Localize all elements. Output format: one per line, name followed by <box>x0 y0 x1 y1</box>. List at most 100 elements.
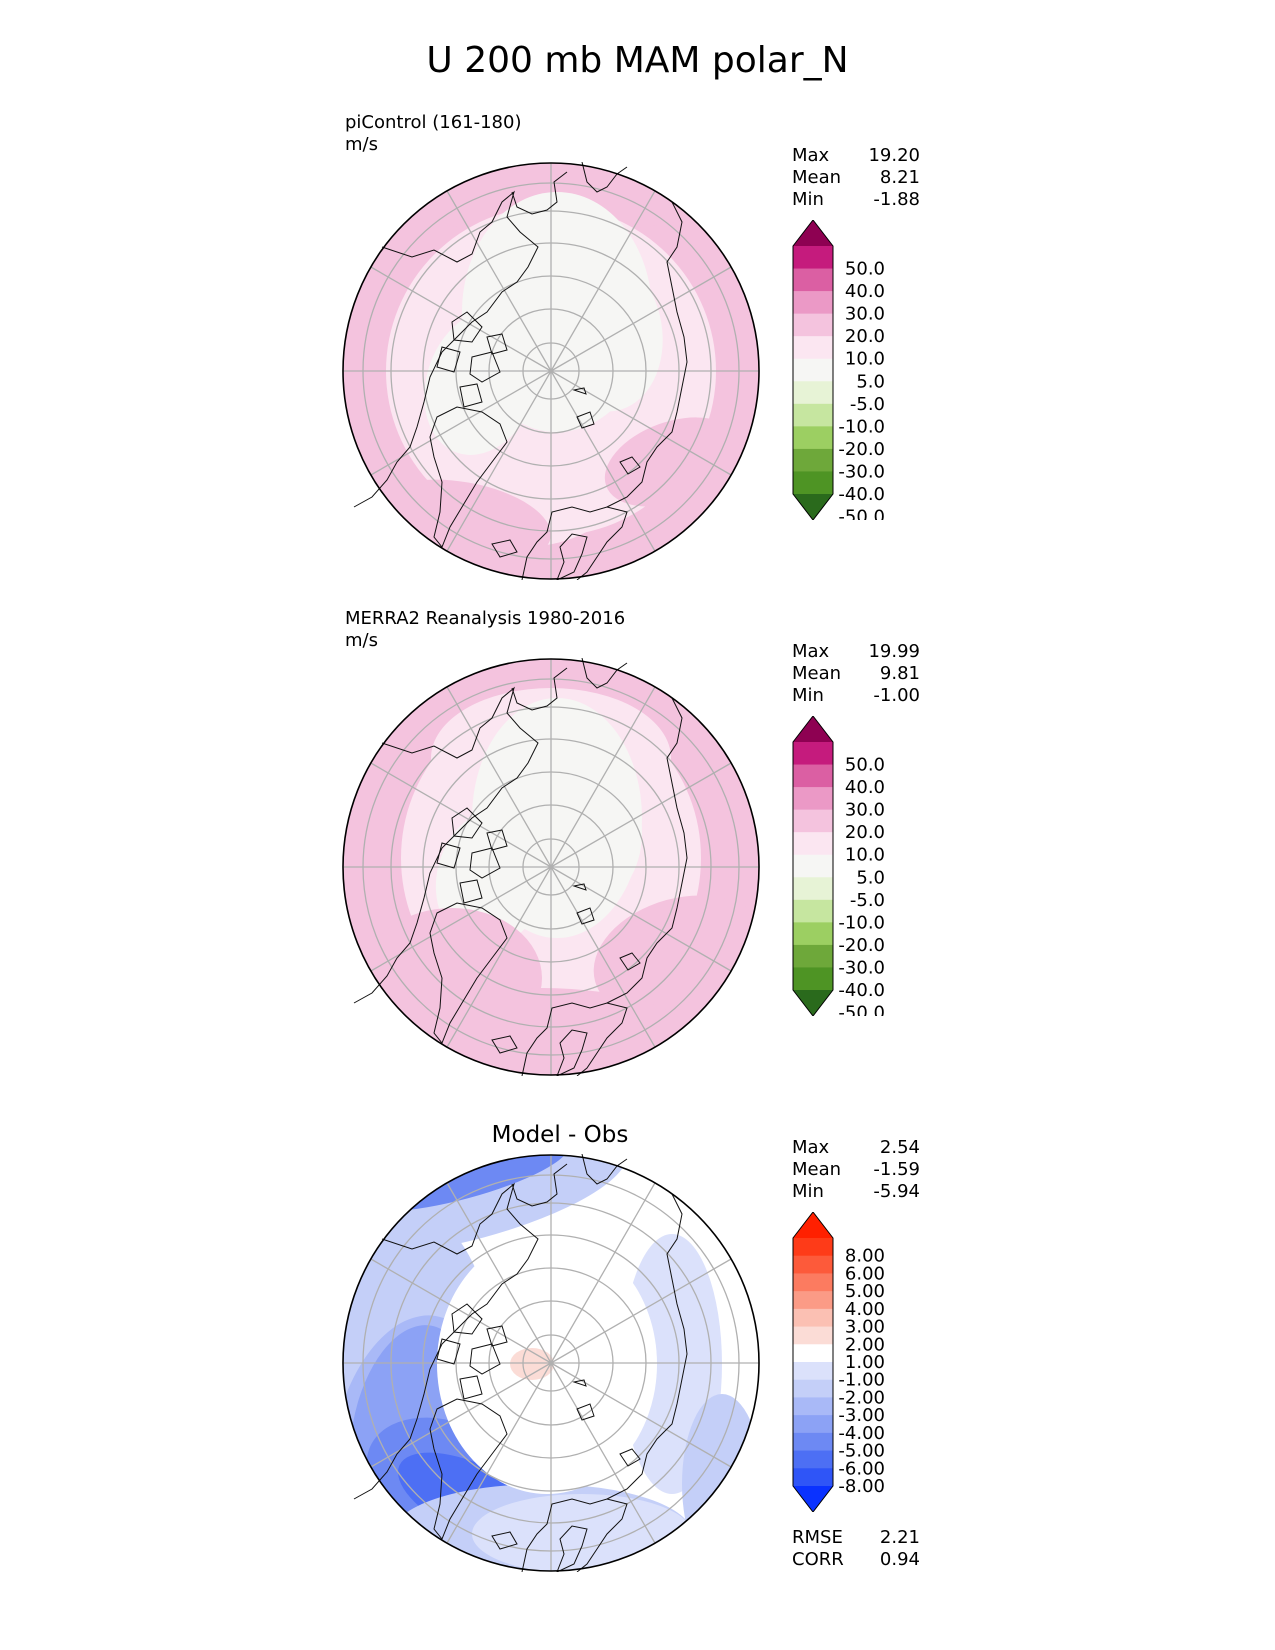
coastline <box>556 533 588 580</box>
colorbar-tick-label: 3.00 <box>845 1317 885 1338</box>
colorbar-bin <box>793 899 833 923</box>
colorbar-tick-label: -3.00 <box>838 1405 885 1426</box>
colorbar-tick-label: 40.0 <box>845 777 885 798</box>
mean-label: Mean <box>792 663 842 684</box>
coastlines <box>353 1154 688 1572</box>
coastline <box>576 1403 595 1421</box>
colorbar-bin <box>793 1255 833 1274</box>
colorbar-tick-label: -30.0 <box>838 461 885 482</box>
meridian-line <box>550 190 656 372</box>
colorbar-bin <box>793 336 833 360</box>
colorbar-bin <box>793 787 833 811</box>
colorbar-extend-min <box>793 990 833 1016</box>
colorbar-1: 50.040.030.020.010.05.0-5.0-10.0-20.0-30… <box>792 220 885 520</box>
colorbar-bin <box>793 1326 833 1345</box>
colorbar-bin <box>793 1415 833 1434</box>
coastlines <box>353 658 688 1076</box>
colorbar-bin <box>793 471 833 495</box>
min-value: -1.88 <box>873 189 920 210</box>
colorbar-bin <box>793 944 833 968</box>
max-value: 19.99 <box>868 641 920 662</box>
coastline <box>619 1448 641 1467</box>
coastline <box>469 351 501 383</box>
coastline <box>491 1035 518 1054</box>
coastline <box>469 1343 501 1375</box>
meridian-line <box>446 686 552 868</box>
coastline <box>451 1303 483 1335</box>
colorbar-bin <box>793 246 833 270</box>
coastline <box>429 1398 508 1540</box>
colorbar-bin <box>793 809 833 833</box>
colorbar-tick-label: -50.0 <box>838 507 885 520</box>
colorbar-bin <box>793 1344 833 1363</box>
panel-1-label: piControl (161-180) m/s <box>345 112 521 156</box>
max-label: Max <box>792 1137 830 1158</box>
coastline <box>491 539 518 558</box>
coastline <box>511 1163 568 1207</box>
coastline <box>572 387 587 395</box>
coastline <box>576 907 595 925</box>
min-label: Min <box>792 189 824 210</box>
coastline <box>581 1154 628 1185</box>
mean-value: -1.59 <box>873 1159 920 1180</box>
colorbar-outline <box>792 220 834 520</box>
meridian-line <box>446 866 552 1048</box>
coastline <box>429 406 508 548</box>
mean-label: Mean <box>792 1159 842 1180</box>
colorbar-tick-label: -5.0 <box>850 394 885 415</box>
coastline <box>572 1379 587 1387</box>
map-boundary <box>342 1154 760 1572</box>
colorbar-tick-label: -50.0 <box>838 1003 885 1016</box>
coastlines <box>353 162 688 580</box>
colorbar-tick-label: 20.0 <box>845 822 885 843</box>
colorbar-tick-label: -30.0 <box>838 957 885 978</box>
colorbar-bin <box>793 1379 833 1398</box>
colorbar-tick-label: 5.00 <box>845 1281 885 1302</box>
colorbar-bin <box>793 832 833 856</box>
colorbar-bin <box>793 426 833 450</box>
colorbar-3: 8.006.005.004.003.002.001.00-1.00-2.00-3… <box>792 1212 885 1512</box>
colorbar-extend-min <box>793 1486 833 1512</box>
colorbar-extend-max <box>793 220 833 246</box>
colorbar-bin <box>793 291 833 315</box>
coastline <box>581 162 628 193</box>
min-value: -1.00 <box>873 685 920 706</box>
colorbar-bin <box>793 967 833 991</box>
field-contour <box>542 763 642 903</box>
coastline <box>436 842 461 869</box>
coastline <box>521 1498 628 1572</box>
colorbar-bin <box>793 1397 833 1416</box>
coastline <box>491 1531 518 1550</box>
colorbar-bin <box>793 381 833 405</box>
meridian-line <box>370 762 552 868</box>
coastline <box>511 171 568 215</box>
min-label: Min <box>792 1181 824 1202</box>
corr-value: 0.94 <box>879 1549 920 1570</box>
coastline <box>576 411 595 429</box>
coastline <box>521 506 628 580</box>
coastline <box>353 190 539 508</box>
coastline <box>606 697 688 1004</box>
panel-2-units: m/s <box>345 630 378 651</box>
colorbar-bin <box>793 268 833 292</box>
panel-1-units: m/s <box>345 134 378 155</box>
coastline <box>606 1193 688 1500</box>
colorbar-tick-label: -8.00 <box>838 1476 885 1497</box>
coastline <box>572 883 587 891</box>
min-value: -5.94 <box>873 1181 920 1202</box>
colorbar-tick-label: 2.00 <box>845 1334 885 1355</box>
panel-2-name: MERRA2 Reanalysis 1980-2016 <box>345 608 626 629</box>
coastline <box>556 1029 588 1076</box>
colorbar-tick-label: -40.0 <box>838 980 885 1001</box>
min-label: Min <box>792 685 824 706</box>
colorbar-bin <box>793 313 833 337</box>
colorbar-bin <box>793 1468 833 1487</box>
coastline <box>511 667 568 711</box>
colorbar-tick-label: -5.00 <box>838 1441 885 1462</box>
colorbar-tick-label: -6.00 <box>838 1458 885 1479</box>
coastline <box>459 383 483 408</box>
colorbar-bin <box>793 1450 833 1469</box>
colorbar-tick-label: -20.0 <box>838 935 885 956</box>
colorbar-extend-max <box>793 1212 833 1238</box>
meridian-line <box>446 1362 552 1544</box>
